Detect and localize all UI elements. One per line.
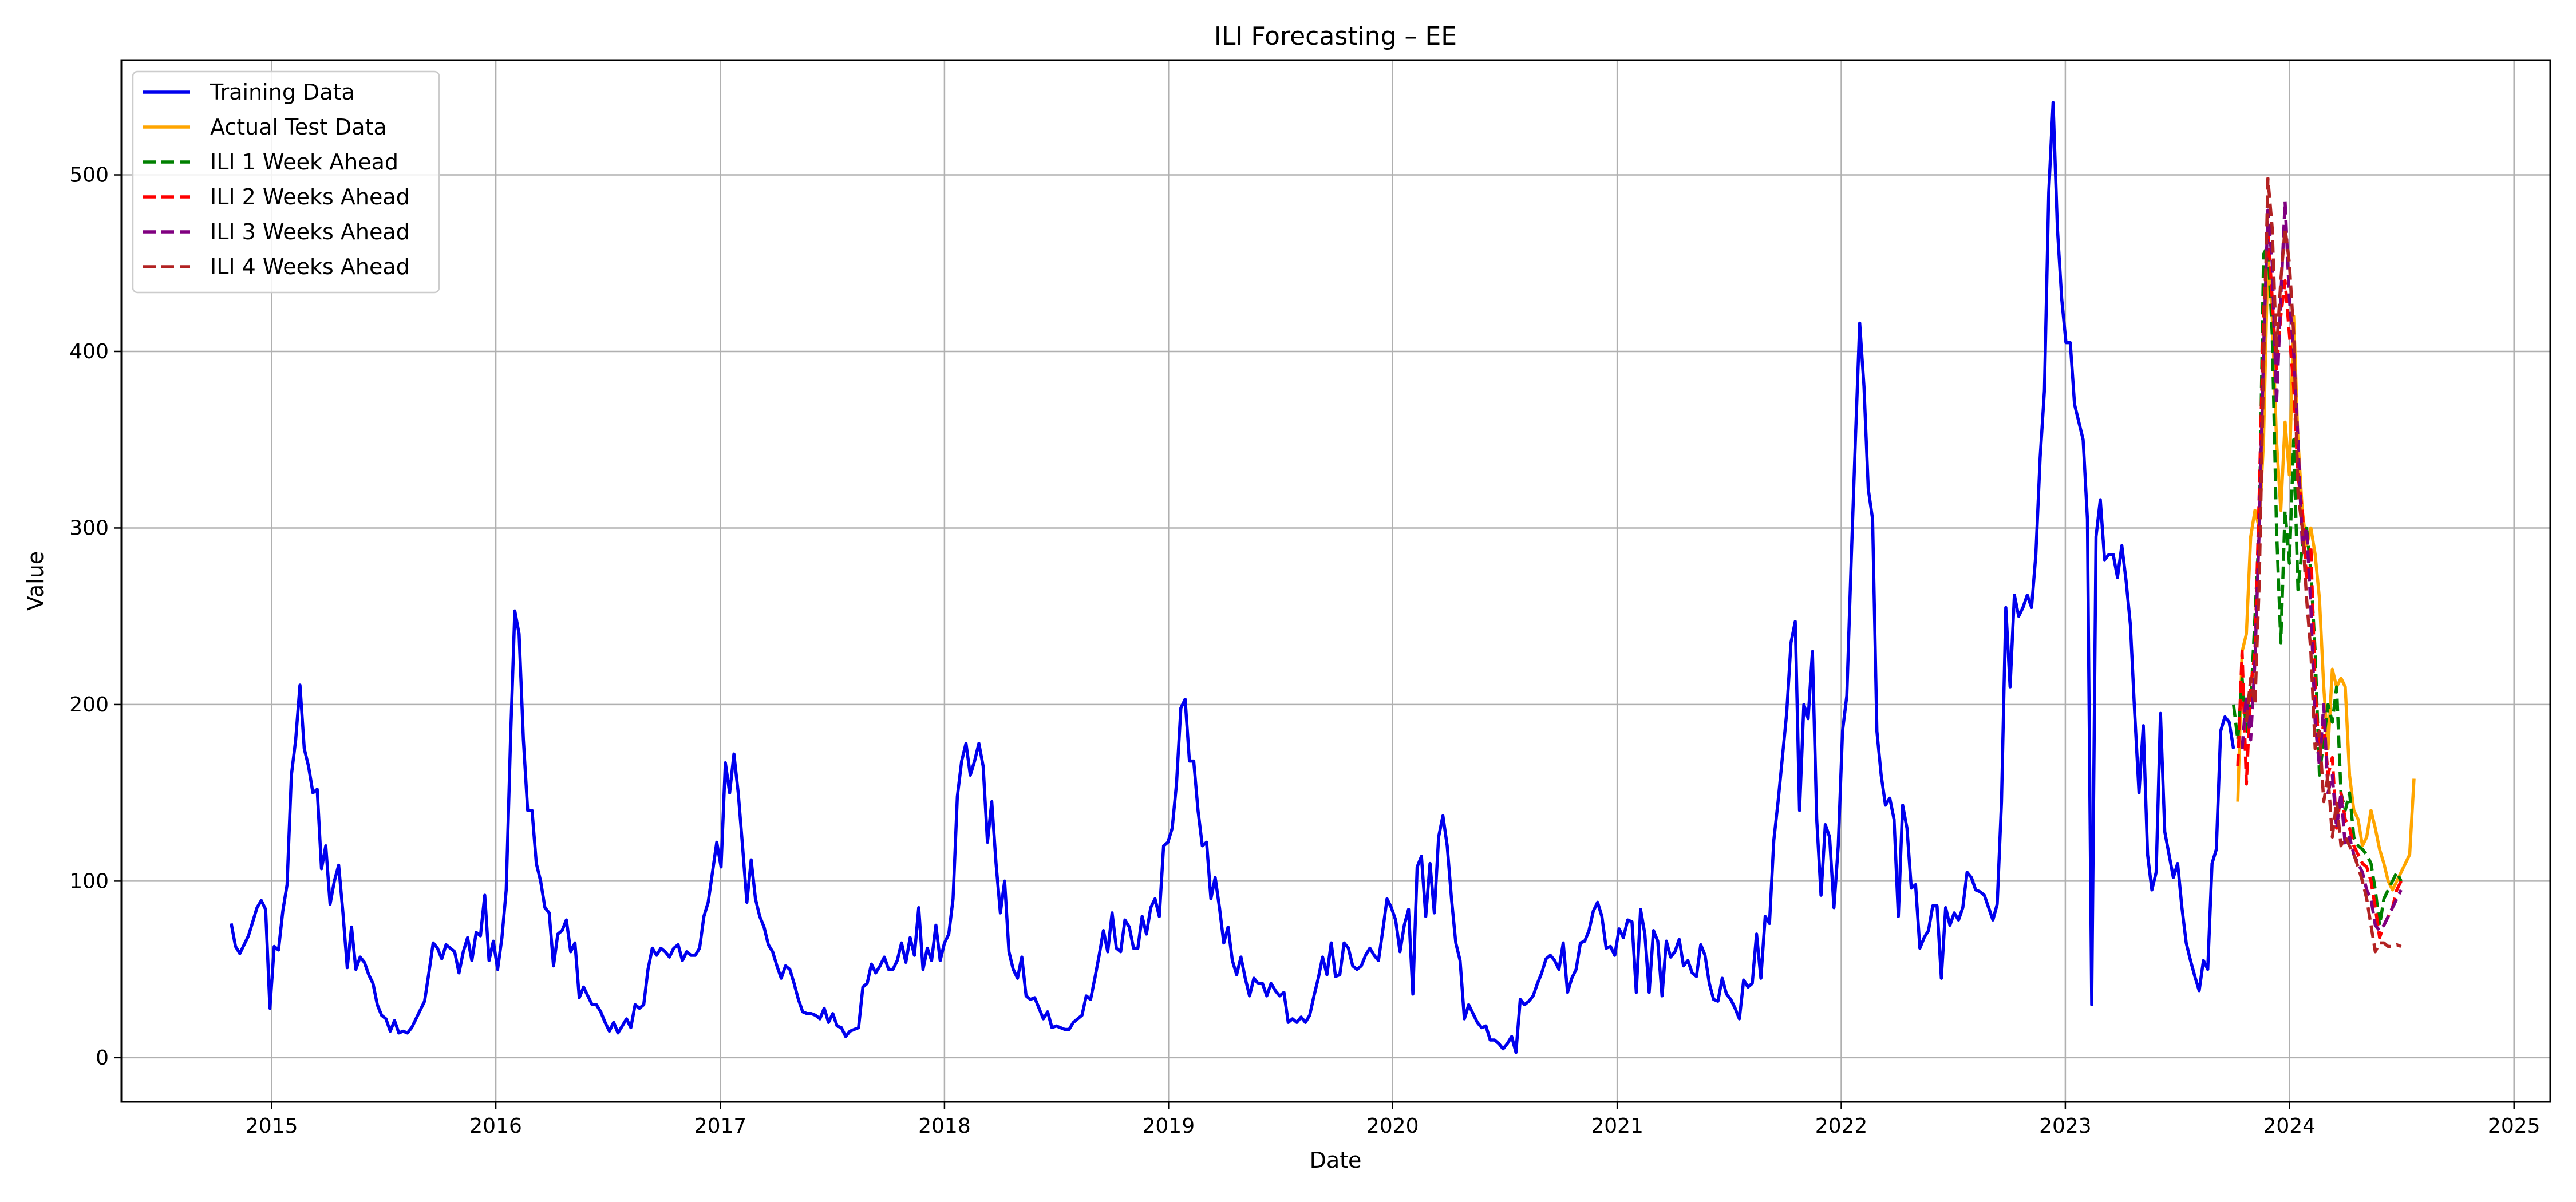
chart-title: ILI Forecasting – EE [1214,22,1457,51]
legend-label: ILI 1 Week Ahead [210,149,398,175]
legend-label: ILI 4 Weeks Ahead [210,254,410,279]
series-line-ili-4-weeks-ahead [2245,176,2402,954]
y-tick-label: 200 [69,693,109,717]
y-tick-label: 500 [69,164,109,187]
series-line-ili-3-weeks-ahead [2240,200,2403,932]
x-tick-label: 2017 [694,1114,747,1138]
axis-ticks: 2015 2016 2017 2018 2019 2020 2021 2022 2023 2024… [69,164,2540,1138]
legend: Training Data Actual Test Data ILI 1 Week … [132,70,440,294]
x-tick-label: 2024 [2263,1114,2316,1138]
x-tick-label: 2022 [1815,1114,1868,1138]
series-lines [230,101,2416,1054]
legend-label: ILI 3 Weeks Ahead [210,219,410,244]
legend-label: Actual Test Data [210,114,387,140]
x-tick-label: 2021 [1591,1114,1643,1138]
x-tick-label: 2015 [246,1114,298,1138]
y-tick-label: 0 [96,1046,109,1070]
plot-frame [120,59,2551,1103]
grid [121,60,2550,1102]
legend-label: ILI 2 Weeks Ahead [210,184,410,209]
series-line-training-data [230,101,2235,1054]
legend-label: Training Data [210,80,355,105]
x-tick-label: 2020 [1366,1114,1419,1138]
legend-box [132,70,440,294]
y-tick-label: 400 [69,340,109,363]
x-tick-label: 2019 [1142,1114,1195,1138]
x-tick-label: 2023 [2039,1114,2092,1138]
x-tick-label: 2016 [469,1114,522,1138]
y-axis-label: Value [23,551,48,611]
series-line-actual-test-data [2236,252,2416,892]
x-axis-label: Date [1310,1148,1362,1173]
y-tick-label: 300 [69,516,109,540]
y-tick-label: 100 [69,869,109,893]
x-tick-label: 2025 [2488,1114,2541,1138]
x-tick-label: 2018 [918,1114,971,1138]
